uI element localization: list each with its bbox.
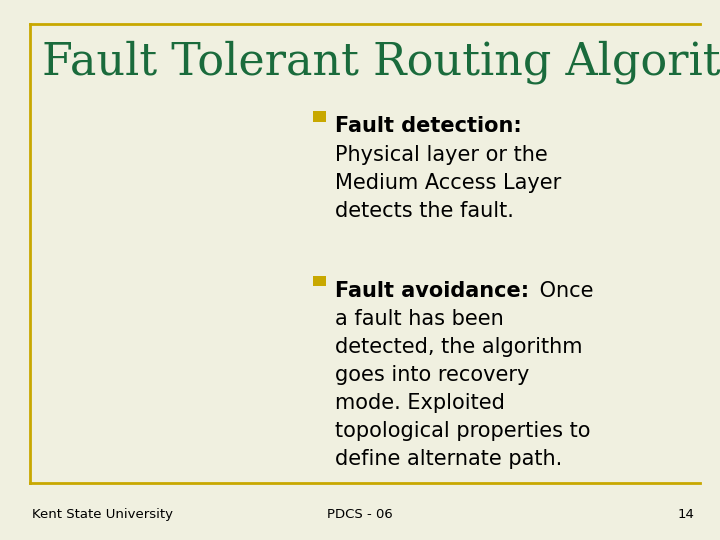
Text: a fault has been
detected, the algorithm
goes into recovery
mode. Exploited
topo: a fault has been detected, the algorithm… <box>335 309 590 469</box>
Text: Fault avoidance:: Fault avoidance: <box>335 281 529 301</box>
Text: Fault detection:: Fault detection: <box>335 116 521 136</box>
Text: Fault Tolerant Routing Algorithm: Fault Tolerant Routing Algorithm <box>42 40 720 84</box>
Text: Kent State University: Kent State University <box>32 508 174 521</box>
FancyBboxPatch shape <box>313 111 326 122</box>
Text: 14: 14 <box>678 508 695 521</box>
Text: Once: Once <box>533 281 593 301</box>
Text: PDCS - 06: PDCS - 06 <box>327 508 393 521</box>
Text: Physical layer or the
Medium Access Layer
detects the fault.: Physical layer or the Medium Access Laye… <box>335 145 561 221</box>
FancyBboxPatch shape <box>313 275 326 286</box>
